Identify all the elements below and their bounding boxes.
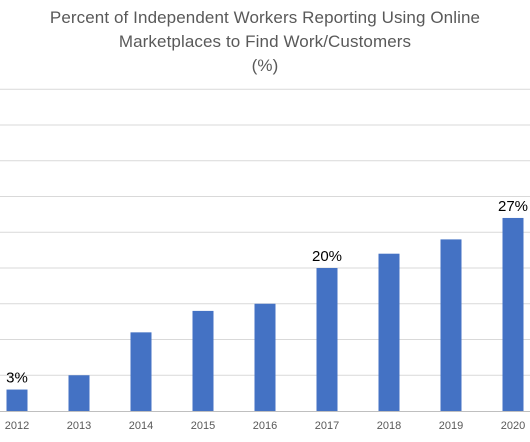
x-tick-label-2017: 2017 (315, 420, 339, 432)
bar-2020 (502, 217, 524, 411)
chart-title-line-2: Marketplaces to Find Work/Customers (118, 32, 412, 51)
chart-title-line-1: Percent of Independent Workers Reporting… (49, 8, 481, 27)
bar-2015 (192, 310, 214, 411)
bar-2012 (6, 389, 28, 411)
x-tick-label-2015: 2015 (191, 420, 215, 432)
data-labels: 3% 20% 27% (6, 198, 528, 387)
x-axis: 2012 2013 2014 2015 2016 2017 2018 2019 2020 (0, 411, 530, 432)
data-label-2012: 3% (6, 370, 28, 387)
x-tick-label-2020: 2020 (501, 420, 525, 432)
bar-2016 (254, 303, 276, 411)
bar-2014 (130, 332, 152, 411)
x-tick-label-2012: 2012 (5, 420, 29, 432)
bar-2013 (68, 375, 90, 411)
bar-series (6, 217, 524, 411)
chart-title-line-3: (%) (251, 56, 279, 75)
data-label-2020: 27% (498, 198, 528, 215)
x-tick-label-2013: 2013 (67, 420, 91, 432)
bar-2017 (316, 268, 338, 411)
chart-title: Percent of Independent Workers Reporting… (0, 6, 530, 78)
x-tick-label-2014: 2014 (129, 420, 153, 432)
data-label-2017: 20% (312, 248, 342, 265)
x-tick-label-2018: 2018 (377, 420, 401, 432)
bar-2019 (440, 239, 462, 411)
x-tick-label-2019: 2019 (439, 420, 463, 432)
bar-2018 (378, 253, 400, 411)
x-tick-label-2016: 2016 (253, 420, 277, 432)
